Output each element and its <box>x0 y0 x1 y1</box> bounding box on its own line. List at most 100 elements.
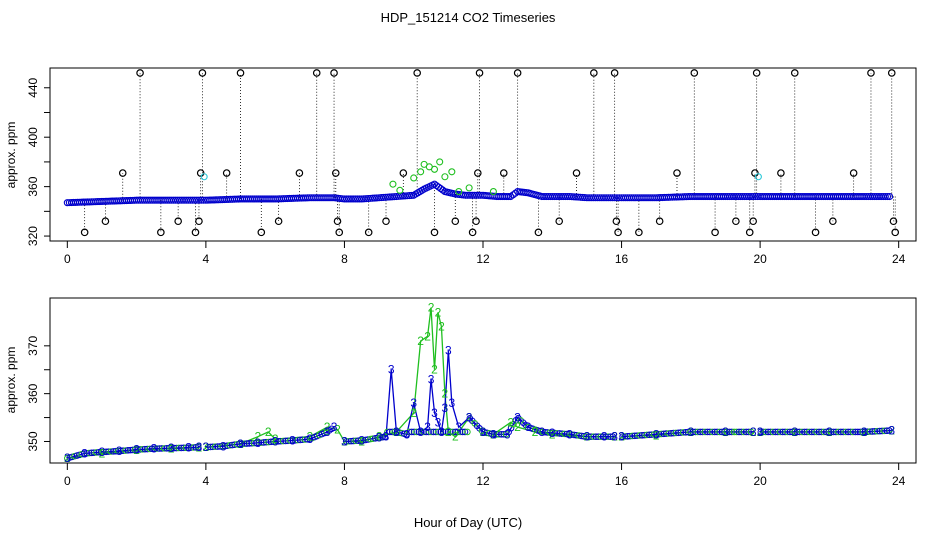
baseline-point <box>544 429 551 436</box>
baseline-point <box>287 437 294 444</box>
baseline-point <box>207 443 214 451</box>
baseline-point <box>97 448 105 456</box>
baseline-point <box>376 434 384 441</box>
series-3-marker: 3 <box>81 446 88 460</box>
series-3-marker: 3 <box>196 440 203 454</box>
baseline-point <box>170 444 178 452</box>
baseline-point <box>633 432 641 439</box>
x-tick-label: 20 <box>753 474 767 488</box>
baseline-point <box>413 428 420 436</box>
top-spike-lines <box>84 72 896 233</box>
x-tick-label: 24 <box>892 474 906 488</box>
series-1-point <box>572 169 581 177</box>
baseline-point <box>88 449 95 457</box>
baseline-point <box>442 428 449 436</box>
series-3-point <box>881 192 889 201</box>
baseline-point <box>274 438 282 445</box>
series-1-point <box>673 169 681 177</box>
series-3-point <box>193 196 201 204</box>
baseline-point <box>730 428 738 436</box>
series-1-point <box>413 69 421 77</box>
baseline-point <box>388 428 396 436</box>
series-3-marker: 3 <box>514 411 521 425</box>
series-1-point <box>472 217 480 226</box>
series-3-point <box>197 196 205 204</box>
baseline-point <box>854 428 862 436</box>
series-2-marker: 2 <box>584 430 591 444</box>
baseline-point <box>141 445 149 453</box>
baseline-point <box>675 429 682 437</box>
baseline-point <box>93 449 100 456</box>
baseline-point <box>136 446 144 453</box>
baseline-point <box>304 435 311 443</box>
baseline-point <box>886 427 893 434</box>
baseline-point <box>599 433 607 440</box>
series-2-marker: 2 <box>757 425 764 439</box>
series-3-marker: 3 <box>203 440 210 454</box>
baseline-point <box>454 428 462 436</box>
baseline-point <box>493 431 500 438</box>
baseline-point <box>177 444 185 452</box>
baseline-point <box>180 444 188 452</box>
baseline-point <box>878 427 886 435</box>
baseline-point <box>299 436 306 443</box>
series-2-point <box>465 184 473 192</box>
series-1-point <box>499 169 508 177</box>
baseline-point <box>585 433 592 440</box>
series-2-marker: 2 <box>254 430 261 444</box>
baseline-point <box>592 433 600 440</box>
x-tick-label: 4 <box>203 474 210 488</box>
series-2-marker: 2 <box>445 425 452 439</box>
series-1-point <box>745 228 754 237</box>
series-3-marker: 3 <box>289 434 296 448</box>
baseline-point <box>852 428 859 436</box>
series-3-marker: 3 <box>480 425 487 439</box>
baseline-point <box>733 428 740 436</box>
baseline-point <box>704 428 711 436</box>
baseline-point <box>881 427 888 435</box>
series-3-marker: 3 <box>272 434 279 448</box>
series-1-point <box>174 217 182 226</box>
baseline-point <box>638 431 646 439</box>
series-3-marker: 3 <box>428 372 435 386</box>
series-2-marker: 2 <box>334 423 341 437</box>
series-3-marker: 3 <box>618 430 625 444</box>
series-1-point <box>612 217 621 226</box>
series-2-marker: 2 <box>410 406 417 420</box>
baseline-point <box>226 442 234 449</box>
baseline-point <box>849 428 857 436</box>
baseline-point <box>832 428 840 436</box>
series-2-marker: 2 <box>237 437 244 451</box>
series-1-point <box>198 69 207 77</box>
baseline-point <box>284 437 292 445</box>
series-1-point <box>777 169 785 177</box>
x-tick-label: 24 <box>892 252 906 266</box>
baseline-point <box>265 438 272 446</box>
series-1-point <box>330 69 338 77</box>
baseline-point <box>483 429 491 437</box>
series-2-marker: 2 <box>750 425 757 439</box>
series-3-point <box>408 191 416 199</box>
baseline-point <box>243 440 251 447</box>
baseline-point <box>575 432 583 439</box>
baseline-point <box>221 442 229 450</box>
baseline-point <box>369 435 377 442</box>
baseline-point <box>602 433 609 440</box>
baseline-point <box>216 443 224 450</box>
series-3-marker: 3 <box>445 344 452 358</box>
baseline-point <box>371 434 379 442</box>
series-2-marker: 2 <box>431 363 438 377</box>
series-3-marker: 3 <box>410 396 417 410</box>
baseline-point <box>648 431 655 438</box>
baseline-point <box>563 430 571 438</box>
series-2-marker: 2 <box>514 420 521 434</box>
series-3-marker: 3 <box>442 401 449 415</box>
series-1-point <box>811 228 820 237</box>
baseline-point <box>738 428 745 436</box>
baseline-point <box>289 437 297 444</box>
baseline-point <box>485 430 493 437</box>
series-2-marker: 2 <box>417 334 424 348</box>
series-2-point <box>436 158 444 166</box>
baseline-point <box>391 428 398 436</box>
baseline-point <box>871 428 879 435</box>
